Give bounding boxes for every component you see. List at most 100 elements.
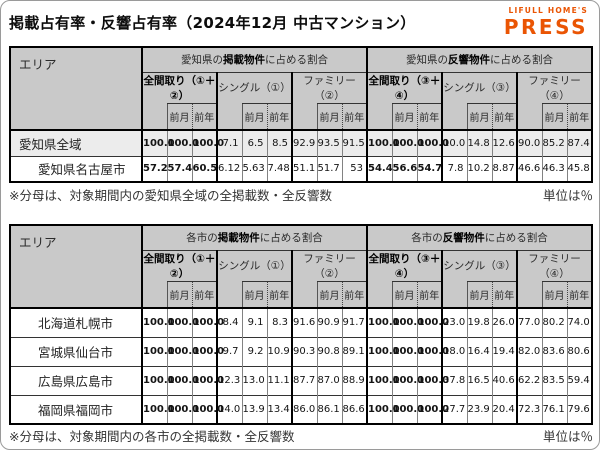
section-header-bold: 掲載物件 [223, 54, 265, 67]
value-cell: 100.0 [141, 336, 175, 366]
value-cell: 100.0 [416, 394, 449, 424]
value-cell: 56.6 [391, 155, 417, 182]
cities-share-table: エリア 各市の掲載物件に占める割合 各市の反響物件に占める割合 全間取り（①＋②） シン… [9, 224, 593, 425]
section-header-bold: 反響物件 [448, 54, 490, 67]
aichi-footnote-text: ※分母は、対象期間内の愛知県全域の全掲載数・全反響数 [9, 188, 332, 203]
value-cell: 100.0 [391, 129, 424, 156]
subcol-current-header [516, 103, 542, 130]
value-cell: 89.1 [341, 336, 367, 366]
value-cell: 100.0 [391, 394, 424, 424]
section-header-prefix: 愛知県の [406, 54, 448, 67]
cities-unit-label: 単位は％ [542, 429, 593, 444]
value-cell: 100.0 [166, 336, 199, 366]
subcol-prev-month-header: 前月 [241, 102, 267, 130]
value-cell: 80.6 [566, 336, 592, 366]
value-cell: 86.6 [341, 394, 367, 424]
subcol-prev-year-header: 前年 [191, 102, 217, 130]
subcol-prev-month-header: 前月 [466, 280, 492, 308]
group-header: 全間取り（③＋④） [366, 72, 442, 103]
value-cell: 100.0 [166, 394, 199, 424]
section-header-prefix: 各市の [186, 232, 218, 245]
subcol-current-header [216, 103, 242, 130]
section-header-suffix: に占める割合 [484, 232, 548, 245]
cities-footnote-text: ※分母は、対象期間内の各市の全掲載数・全反響数 [9, 429, 295, 444]
cities-share-table-container: エリア 各市の掲載物件に占める割合 各市の反響物件に占める割合 全間取り（①＋②） シン… [9, 224, 593, 425]
value-cell: 8.4 [216, 307, 242, 337]
subcol-prev-month-header: 前月 [241, 280, 267, 308]
value-cell: 100.0 [391, 336, 424, 366]
value-cell: 16.5 [466, 365, 492, 395]
subcol-current-header [291, 281, 317, 308]
value-cell: 80.2 [541, 307, 567, 337]
value-cell: 16.4 [466, 336, 492, 366]
value-cell: 100.0 [191, 307, 224, 337]
value-cell: 26.0 [491, 307, 517, 337]
value-cell: 12.3 [216, 365, 242, 395]
group-header: ファミリー（②） [291, 72, 367, 103]
subcol-prev-year-header: 前年 [491, 280, 517, 308]
area-name-cell: 愛知県名古屋市 [10, 155, 143, 182]
value-cell: 6.12 [216, 155, 242, 182]
value-cell: 45.8 [566, 155, 592, 182]
subcol-prev-month-header: 前月 [391, 102, 417, 130]
subcol-current-header [141, 103, 167, 130]
page-title: 掲載占有率・反響占有率（2024年12月 中古マンション） [9, 14, 416, 32]
value-cell: 14.8 [466, 129, 492, 156]
value-cell: 7.48 [266, 155, 292, 182]
logo-text-bottom: PRESS [503, 14, 588, 39]
value-cell: 91.7 [341, 307, 367, 337]
value-cell: 11.1 [266, 365, 292, 395]
section-header-bold: 反響物件 [442, 232, 485, 245]
group-header: ファミリー（②） [291, 250, 367, 281]
subcol-prev-month-header: 前月 [316, 280, 342, 308]
value-cell: 82.0 [516, 336, 542, 366]
value-cell: 12.6 [491, 129, 517, 156]
area-name-cell: 広島県広島市 [10, 365, 143, 395]
value-cell: 54.4 [366, 155, 393, 182]
value-cell: 13.4 [266, 394, 292, 424]
value-cell: 100.0 [366, 336, 400, 366]
area-name-cell: 福岡県福岡市 [10, 394, 143, 424]
area-name-cell: 北海道札幌市 [10, 307, 143, 337]
section-header: 各市の掲載物件に占める割合 [141, 225, 367, 251]
value-cell: 86.0 [291, 394, 317, 424]
subcol-prev-year-header: 前年 [566, 280, 592, 308]
value-cell: 77.0 [516, 307, 542, 337]
value-cell: 10.2 [466, 155, 492, 182]
section-header: 愛知県の反響物件に占める割合 [366, 47, 592, 73]
value-cell: 83.6 [541, 336, 567, 366]
section-header-prefix: 各市の [411, 232, 443, 245]
area-column-header: エリア [10, 47, 143, 130]
value-cell: 6.5 [241, 129, 267, 156]
value-cell: 7.8 [441, 155, 467, 182]
value-cell: 8.3 [266, 307, 292, 337]
section-header-suffix: に占める割合 [259, 232, 323, 245]
aichi-unit-label: 単位は％ [542, 188, 593, 203]
value-cell: 57.2 [141, 155, 168, 182]
subcol-current-header [441, 103, 467, 130]
value-cell: 100.0 [366, 307, 400, 337]
section-header-bold: 掲載物件 [217, 232, 260, 245]
value-cell: 8.87 [491, 155, 517, 182]
value-cell: 74.0 [566, 307, 592, 337]
value-cell: 92.9 [291, 129, 317, 156]
section-header-prefix: 愛知県の [181, 54, 223, 67]
value-cell: 7.1 [216, 129, 242, 156]
value-cell: 87.4 [566, 129, 592, 156]
value-cell: 100.0 [191, 336, 224, 366]
table-row: 北海道札幌市 100.0 100.0 100.0 8.4 9.1 8.3 91.6 90.9 91… [10, 307, 592, 337]
value-cell: 13.9 [241, 394, 267, 424]
area-name-cell: 宮城県仙台市 [10, 336, 143, 366]
value-cell: 79.6 [566, 394, 592, 424]
value-cell: 100.0 [366, 129, 400, 156]
value-cell: 85.2 [541, 129, 567, 156]
lifull-homes-press-logo: LIFULL HOME'S PRESS [504, 7, 588, 37]
value-cell: 100.0 [416, 336, 449, 366]
value-cell: 83.5 [541, 365, 567, 395]
subcol-prev-month-header: 前月 [166, 102, 192, 130]
group-header: 全間取り（①＋②） [141, 250, 217, 281]
value-cell: 20.4 [491, 394, 517, 424]
value-cell: 37.8 [441, 365, 467, 395]
section-header-suffix: に占める割合 [490, 54, 553, 67]
